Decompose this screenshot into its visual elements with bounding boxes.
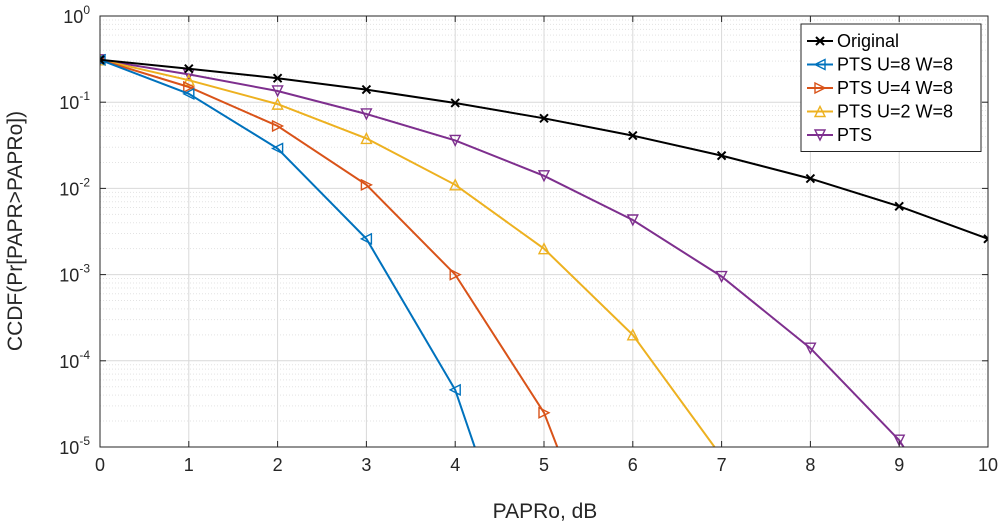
y-tick-label: 10-3 xyxy=(59,262,90,286)
data-point xyxy=(361,84,372,95)
y-axis-ticks: 100 10-1 10-2 10-3 10-4 10-5 xyxy=(59,3,988,458)
y-axis-label: CCDF(Pr[PAPR>PAPRo]) xyxy=(4,111,27,351)
legend-marker xyxy=(813,58,826,71)
legend-item: PTS U=8 W=8 xyxy=(807,55,953,75)
data-point xyxy=(539,113,549,124)
data-point xyxy=(626,214,639,227)
series-line xyxy=(100,58,716,447)
legend: Original PTS U=8 W=8 PTS U=4 W=8 PTS U=2 W=… xyxy=(800,23,982,152)
x-tick-label: 1 xyxy=(184,455,194,475)
data-point xyxy=(100,55,105,65)
x-axis-ticks: 0 1 2 3 4 5 6 7 8 9 10 xyxy=(95,16,998,475)
x-tick-label: 0 xyxy=(95,455,105,475)
data-point xyxy=(805,173,816,184)
legend-marker xyxy=(815,36,825,46)
data-point xyxy=(449,134,462,148)
legend-marker xyxy=(814,81,827,95)
data-point xyxy=(360,108,373,121)
series-line xyxy=(100,58,559,447)
data-point xyxy=(183,80,196,94)
legend-item: PTS U=2 W=8 xyxy=(807,102,953,122)
data-point xyxy=(716,150,727,161)
legend-label: PTS xyxy=(837,125,872,145)
series-original xyxy=(100,55,988,244)
series-line xyxy=(100,58,476,447)
y-tick-label: 100 xyxy=(63,3,90,27)
data-point xyxy=(271,97,284,110)
legend-item: PTS xyxy=(807,125,872,145)
data-point xyxy=(894,201,904,212)
y-tick-label: 10-1 xyxy=(59,89,90,113)
data-point xyxy=(450,98,460,108)
legend-item: PTS U=4 W=8 xyxy=(807,78,953,98)
data-point xyxy=(272,73,283,83)
data-point xyxy=(983,234,988,244)
data-point xyxy=(448,383,461,397)
data-point xyxy=(271,85,284,98)
x-tick-label: 8 xyxy=(805,455,815,475)
data-point xyxy=(359,232,373,245)
data-point xyxy=(804,342,817,355)
data-point xyxy=(626,328,639,341)
x-tick-label: 9 xyxy=(894,455,904,475)
x-tick-label: 3 xyxy=(361,455,371,475)
x-tick-label: 5 xyxy=(539,455,549,475)
legend-label: Original xyxy=(837,31,899,51)
y-tick-label: 10-2 xyxy=(59,175,90,199)
x-tick-label: 7 xyxy=(717,455,727,475)
data-point xyxy=(182,87,195,100)
x-axis-label: PAPRo, dB xyxy=(493,500,598,523)
data-point xyxy=(715,270,728,284)
legend-marker xyxy=(813,104,827,118)
data-point xyxy=(184,63,194,74)
series-pts-u-4-w-8 xyxy=(100,56,559,447)
data-point xyxy=(360,131,373,145)
legend-label: PTS U=2 W=8 xyxy=(837,102,953,122)
data-point xyxy=(360,178,373,191)
data-point xyxy=(271,142,284,155)
x-tick-label: 4 xyxy=(450,455,460,475)
legend-item: Original xyxy=(807,31,899,51)
data-point xyxy=(537,170,551,183)
legend-label: PTS U=4 W=8 xyxy=(837,78,953,98)
y-tick-label: 10-4 xyxy=(59,348,90,372)
data-point xyxy=(449,268,462,281)
x-tick-label: 2 xyxy=(273,455,283,475)
legend-label: PTS U=8 W=8 xyxy=(837,55,953,75)
data-point xyxy=(893,434,906,447)
legend-marker xyxy=(813,129,827,142)
series-line xyxy=(100,58,905,447)
data-point xyxy=(537,242,551,255)
data-point xyxy=(628,130,638,141)
y-tick-label: 10-5 xyxy=(59,434,90,458)
data-point xyxy=(449,178,462,191)
data-point xyxy=(271,119,285,133)
data-point xyxy=(538,406,551,419)
x-tick-label: 10 xyxy=(978,455,998,475)
series-layer xyxy=(100,53,988,447)
x-tick-label: 6 xyxy=(628,455,638,475)
